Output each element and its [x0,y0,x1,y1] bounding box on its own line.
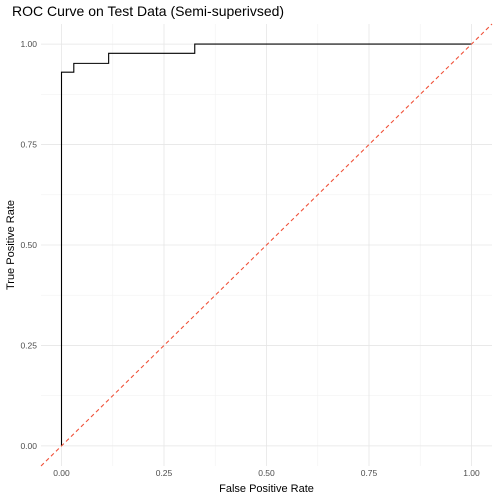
y-tick-label: 1.00 [20,39,37,49]
x-tick-label: 0.50 [258,468,275,478]
x-tick-label: 0.25 [156,468,173,478]
roc-curve-line [60,43,472,446]
y-axis-title: True Positive Rate [5,200,17,290]
reference-diagonal-line [40,23,493,467]
x-tick-label: 1.00 [463,468,480,478]
x-axis-title: False Positive Rate [219,483,314,495]
plot-area [40,23,493,467]
y-axis-ticks: 0.00 0.25 0.50 0.75 1.00 [20,39,37,451]
y-tick-label: 0.25 [20,340,37,350]
y-tick-label: 0.50 [20,240,37,250]
x-axis-ticks: 0.00 0.25 0.50 0.75 1.00 [53,468,480,478]
x-tick-label: 0.75 [361,468,378,478]
x-tick-label: 0.00 [53,468,70,478]
chart-title: ROC Curve on Test Data (Semi-superivsed) [12,3,284,19]
y-tick-label: 0.75 [20,140,37,150]
y-tick-label: 0.00 [20,441,37,451]
